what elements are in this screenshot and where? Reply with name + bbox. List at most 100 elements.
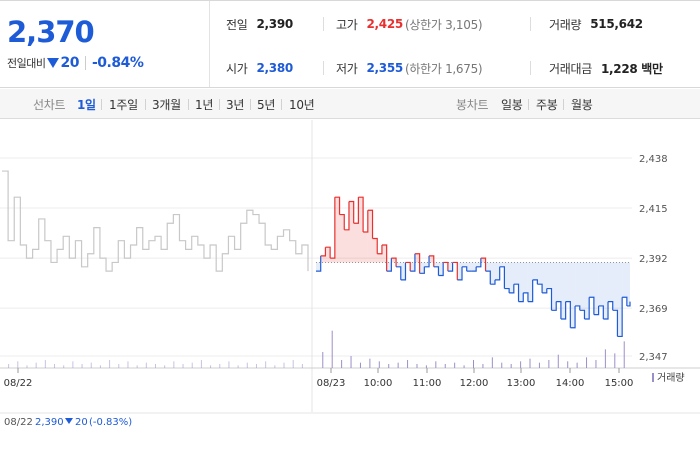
today-line-segment [542, 288, 548, 294]
prev-volume-bar [54, 364, 56, 368]
line-chart-label: 선차트 [33, 98, 66, 112]
up-fill [358, 197, 364, 263]
open-label: 시가 [226, 61, 248, 76]
up-fill [320, 255, 326, 263]
x-tick-label: 11:00 [413, 378, 442, 389]
candle-tab-weekly[interactable]: 주봉 [536, 98, 558, 112]
today-volume-bar [595, 360, 597, 368]
down-fill [527, 262, 533, 302]
down-fill [617, 262, 623, 337]
period-tab-1y[interactable]: 1년 [195, 98, 214, 112]
x-tick-label: 14:00 [556, 378, 585, 389]
y-tick-label: 2,392 [639, 254, 668, 265]
down-fill [457, 262, 463, 280]
y-tick-label: 2,438 [639, 154, 668, 165]
candle-chart-label: 봉차트 [456, 98, 489, 112]
today-line-segment [367, 209, 374, 239]
today-volume-bar [341, 360, 343, 368]
up-fill [414, 253, 420, 263]
prev-volume-bar [81, 364, 83, 368]
chart-toolbar: 선차트 1일 1주일 3개월 1년 3년 5년 10년 봉차트 일봉 주봉 월봉 [0, 89, 700, 119]
prev-volume-bar [44, 360, 46, 368]
down-fill [410, 262, 415, 272]
y-tick-label: 2,347 [639, 352, 668, 363]
today-volume-bar [529, 358, 531, 368]
today-line-segment [339, 213, 345, 230]
period-tab-5y[interactable]: 5년 [257, 98, 276, 112]
prev-day-series [2, 170, 309, 272]
lower-limit: (하한가 1,675) [404, 61, 483, 76]
today-volume-bar [473, 360, 474, 368]
today-line-segment [570, 305, 576, 329]
today-line-segment [575, 305, 581, 311]
today-line-segment [386, 258, 392, 272]
y-tick-label: 2,369 [639, 304, 668, 315]
prev-volume-bar [35, 362, 37, 368]
period-tab-3y[interactable]: 3년 [226, 98, 245, 112]
prev-volume-bar [182, 364, 184, 368]
down-fill [494, 262, 500, 280]
prev-volume-bar [228, 361, 230, 368]
x-tick-label: 13:00 [507, 378, 536, 389]
today-line-segment [608, 301, 614, 311]
today-line-segment [462, 266, 468, 272]
down-fill [419, 262, 425, 274]
down-fill [504, 262, 510, 289]
today-line-segment [405, 261, 411, 272]
today-volume-bar [567, 361, 569, 368]
today-line-segment [438, 262, 444, 277]
candle-tab-daily[interactable]: 일봉 [501, 98, 523, 112]
today-line-segment [593, 305, 600, 316]
up-fill [377, 253, 382, 263]
prev-volume-bar [72, 361, 74, 368]
today-line-segment [537, 283, 543, 293]
today-line-segment [476, 258, 482, 268]
upper-limit: (상한가 3,105) [404, 17, 483, 32]
today-line-segment [381, 244, 388, 272]
up-fill [372, 238, 378, 263]
today-volume-bar [416, 364, 418, 368]
today-line-segment [622, 296, 628, 306]
today-line-segment [316, 255, 322, 272]
down-fill [509, 262, 514, 293]
up-fill [367, 210, 373, 263]
up-fill [330, 258, 335, 263]
high-label: 고가 [336, 17, 358, 32]
today-line-segment [330, 197, 336, 259]
today-line-segment [532, 279, 538, 285]
today-series [316, 196, 631, 338]
today-volume-bar [359, 362, 361, 368]
down-fill [589, 262, 594, 298]
today-line-segment [457, 266, 463, 281]
current-price: 2,370 [7, 15, 95, 49]
period-tab-1w[interactable]: 1주일 [109, 98, 138, 112]
down-fill [424, 262, 430, 267]
today-volume-bar [378, 361, 380, 368]
x-axis: 08/22 08/23 10:00 11:00 12:00 13:00 14:00 15:00 [4, 368, 633, 389]
up-fill [480, 258, 486, 263]
volume-cell: 거래량 515,642 [549, 15, 643, 33]
today-volume-bar [444, 364, 446, 368]
down-fill [626, 262, 630, 306]
today-line-segment [334, 196, 341, 215]
low-cell: 저가 2,355 (하한가 1,675) [336, 59, 483, 77]
candle-tab-monthly[interactable]: 월봉 [571, 98, 593, 112]
today-volume-bar [520, 361, 522, 368]
period-tab-3m[interactable]: 3개월 [152, 98, 181, 112]
down-fill [603, 262, 609, 320]
down-fill [316, 262, 321, 272]
down-fill [556, 262, 561, 302]
prev-volume-bar [246, 362, 248, 368]
today-line-segment [480, 257, 487, 272]
info-price: 2,390 [35, 417, 64, 428]
today-line-segment [589, 296, 595, 315]
period-tab-1d[interactable]: 1일 [77, 98, 96, 112]
today-line-segment [433, 266, 440, 276]
today-line-segment [419, 266, 425, 274]
period-tab-10y[interactable]: 10년 [289, 98, 315, 112]
today-line-segment [509, 284, 515, 294]
prev-volume-bar [164, 365, 166, 368]
today-volume-bar [491, 357, 493, 368]
down-fill [485, 262, 491, 272]
